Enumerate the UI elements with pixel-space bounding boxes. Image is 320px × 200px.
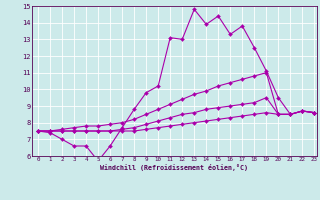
X-axis label: Windchill (Refroidissement éolien,°C): Windchill (Refroidissement éolien,°C) xyxy=(100,164,248,171)
